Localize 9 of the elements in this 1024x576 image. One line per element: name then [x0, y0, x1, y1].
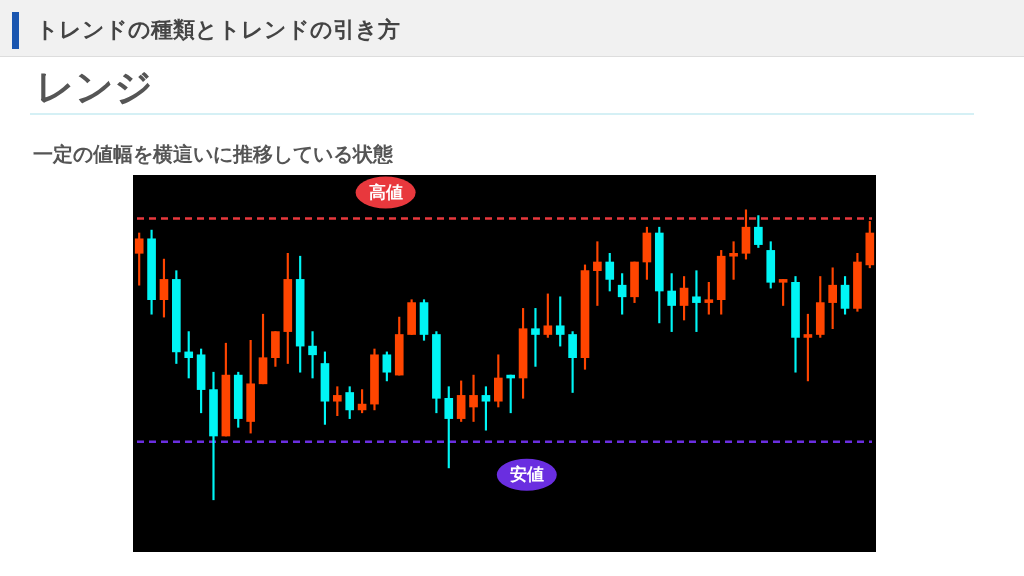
ref-line-label: 安値: [509, 464, 544, 485]
candlestick: [469, 374, 478, 422]
candlestick: [692, 270, 701, 332]
candlestick: [531, 308, 540, 367]
chart-title: レンジ: [36, 64, 153, 111]
candlestick: [308, 331, 317, 379]
text: トレンドの種類とトレンドの引き方: [36, 16, 400, 44]
ref-line-label: 高値: [368, 181, 403, 202]
chart-subtitle: 一定の値幅を横這いに推移している状態: [33, 141, 393, 168]
